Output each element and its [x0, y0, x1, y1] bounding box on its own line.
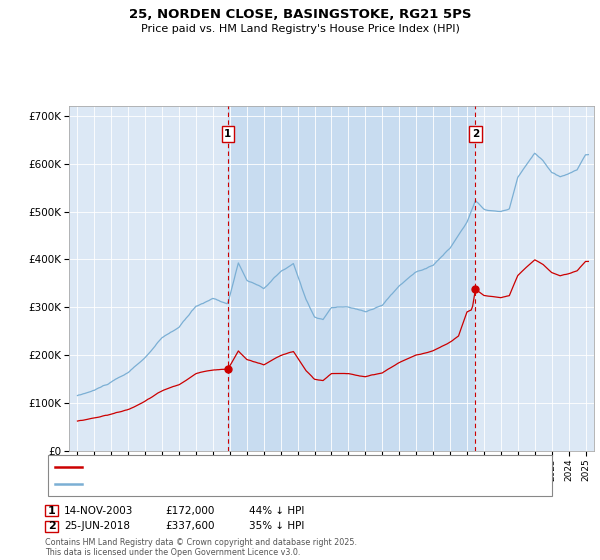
Text: 44% ↓ HPI: 44% ↓ HPI: [249, 506, 304, 516]
Text: 25, NORDEN CLOSE, BASINGSTOKE, RG21 5PS: 25, NORDEN CLOSE, BASINGSTOKE, RG21 5PS: [129, 8, 471, 21]
Text: Price paid vs. HM Land Registry's House Price Index (HPI): Price paid vs. HM Land Registry's House …: [140, 24, 460, 34]
Text: £172,000: £172,000: [165, 506, 214, 516]
Text: HPI: Average price, detached house, Basingstoke and Deane: HPI: Average price, detached house, Basi…: [88, 479, 385, 489]
Bar: [228, 106, 475, 451]
Text: Contains HM Land Registry data © Crown copyright and database right 2025.
This d: Contains HM Land Registry data © Crown c…: [45, 538, 357, 557]
Text: 25, NORDEN CLOSE, BASINGSTOKE, RG21 5PS (detached house): 25, NORDEN CLOSE, BASINGSTOKE, RG21 5PS …: [88, 463, 404, 473]
Text: 14-NOV-2003: 14-NOV-2003: [64, 506, 134, 516]
Text: 2: 2: [48, 521, 55, 531]
Text: £337,600: £337,600: [165, 521, 215, 531]
Text: 1: 1: [48, 506, 55, 516]
Text: 1: 1: [224, 129, 232, 139]
Text: 2: 2: [472, 129, 479, 139]
Text: 35% ↓ HPI: 35% ↓ HPI: [249, 521, 304, 531]
Text: 25-JUN-2018: 25-JUN-2018: [64, 521, 130, 531]
